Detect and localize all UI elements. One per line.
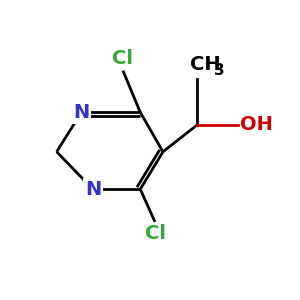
- Text: N: N: [73, 103, 89, 122]
- Text: Cl: Cl: [146, 224, 167, 243]
- Text: Cl: Cl: [112, 50, 133, 68]
- Text: 3: 3: [214, 63, 225, 78]
- Text: CH: CH: [190, 55, 220, 74]
- Text: OH: OH: [240, 116, 273, 134]
- Text: N: N: [85, 180, 101, 199]
